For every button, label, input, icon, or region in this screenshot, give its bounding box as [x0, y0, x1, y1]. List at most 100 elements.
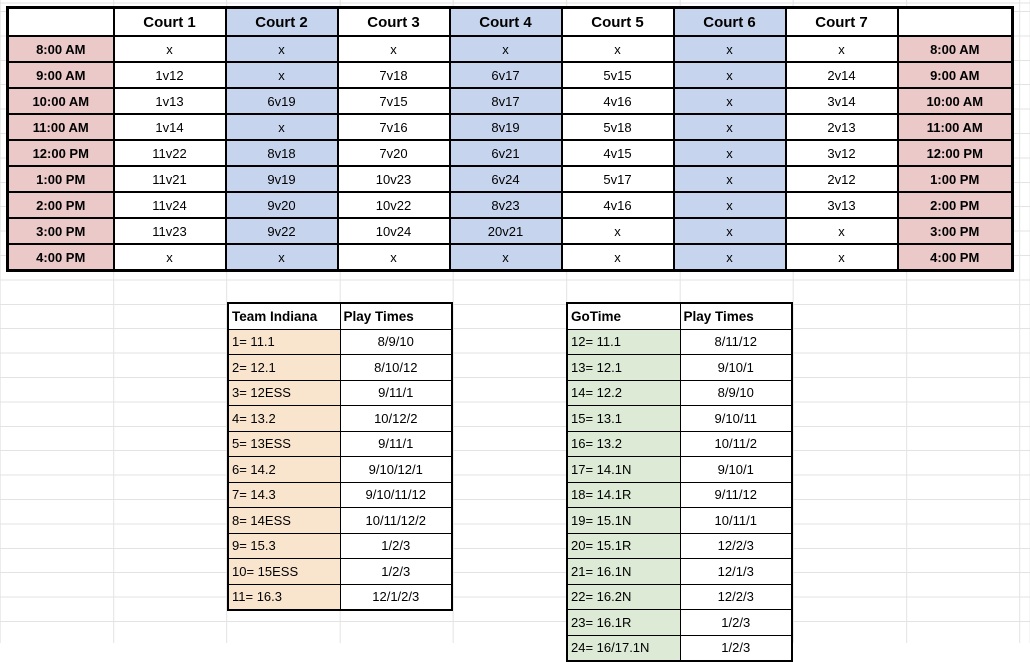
matchup-cell[interactable]: 1v13: [112, 87, 227, 115]
team-cell[interactable]: 20= 15.1R: [566, 532, 681, 559]
matchup-cell[interactable]: 6v21: [448, 139, 563, 167]
play-times-cell[interactable]: 12/1/3: [679, 558, 793, 585]
matchup-cell[interactable]: 11v21: [112, 165, 227, 193]
time-label-right[interactable]: 9:00 AM: [896, 61, 1014, 89]
matchup-cell[interactable]: x: [560, 35, 675, 63]
matchup-cell[interactable]: x: [784, 243, 899, 272]
time-label-left[interactable]: 11:00 AM: [6, 113, 115, 141]
time-label-right[interactable]: 10:00 AM: [896, 87, 1014, 115]
matchup-cell[interactable]: 2v13: [784, 113, 899, 141]
team-cell[interactable]: 19= 15.1N: [566, 507, 681, 534]
play-times-cell[interactable]: 9/10/11: [679, 405, 793, 432]
matchup-cell[interactable]: x: [672, 87, 787, 115]
court-header[interactable]: Court 6: [672, 6, 787, 37]
play-times-cell[interactable]: 10/12/2: [339, 405, 453, 432]
matchup-cell[interactable]: 7v16: [336, 113, 451, 141]
court-header[interactable]: Court 4: [448, 6, 563, 37]
matchup-cell[interactable]: 5v18: [560, 113, 675, 141]
team-cell[interactable]: 6= 14.2: [227, 456, 341, 483]
court-header[interactable]: Court 2: [224, 6, 339, 37]
matchup-cell[interactable]: 7v20: [336, 139, 451, 167]
matchup-cell[interactable]: 6v19: [224, 87, 339, 115]
team-cell[interactable]: 22= 16.2N: [566, 583, 681, 610]
play-times-cell[interactable]: 9/10/12/1: [339, 456, 453, 483]
play-times-cell[interactable]: 1/2/3: [339, 558, 453, 585]
matchup-cell[interactable]: x: [448, 35, 563, 63]
play-times-cell[interactable]: 12/2/3: [679, 532, 793, 559]
court-header[interactable]: Court 1: [112, 6, 227, 37]
matchup-cell[interactable]: 8v18: [224, 139, 339, 167]
play-times-header[interactable]: Play Times: [339, 302, 453, 330]
matchup-cell[interactable]: x: [336, 35, 451, 63]
time-label-left[interactable]: 2:00 PM: [6, 191, 115, 219]
matchup-cell[interactable]: x: [672, 165, 787, 193]
matchup-cell[interactable]: x: [672, 61, 787, 89]
matchup-cell[interactable]: 7v15: [336, 87, 451, 115]
play-times-cell[interactable]: 10/11/2: [679, 430, 793, 457]
time-label-left[interactable]: 8:00 AM: [6, 35, 115, 63]
team-cell[interactable]: 4= 13.2: [227, 405, 341, 432]
matchup-cell[interactable]: 11v24: [112, 191, 227, 219]
time-label-right[interactable]: 1:00 PM: [896, 165, 1014, 193]
matchup-cell[interactable]: x: [448, 243, 563, 272]
matchup-cell[interactable]: 10v22: [336, 191, 451, 219]
court-header[interactable]: Court 5: [560, 6, 675, 37]
matchup-cell[interactable]: x: [672, 139, 787, 167]
play-times-cell[interactable]: 1/2/3: [679, 609, 793, 636]
matchup-cell[interactable]: x: [672, 191, 787, 219]
play-times-cell[interactable]: 9/11/1: [339, 430, 453, 457]
matchup-cell[interactable]: 5v15: [560, 61, 675, 89]
play-times-cell[interactable]: 9/10/1: [679, 354, 793, 381]
matchup-cell[interactable]: 2v14: [784, 61, 899, 89]
matchup-cell[interactable]: 6v24: [448, 165, 563, 193]
team-cell[interactable]: 14= 12.2: [566, 379, 681, 406]
matchup-cell[interactable]: 10v24: [336, 217, 451, 245]
team-cell[interactable]: 1= 11.1: [227, 328, 341, 355]
matchup-cell[interactable]: x: [560, 243, 675, 272]
play-times-cell[interactable]: 9/10/11/12: [339, 481, 453, 508]
play-times-cell[interactable]: 12/2/3: [679, 583, 793, 610]
matchup-cell[interactable]: 9v22: [224, 217, 339, 245]
matchup-cell[interactable]: x: [672, 217, 787, 245]
matchup-cell[interactable]: 1v12: [112, 61, 227, 89]
team-cell[interactable]: 24= 16/17.1N: [566, 634, 681, 662]
team-cell[interactable]: 5= 13ESS: [227, 430, 341, 457]
matchup-cell[interactable]: 11v22: [112, 139, 227, 167]
team-cell[interactable]: 3= 12ESS: [227, 379, 341, 406]
matchup-cell[interactable]: 1v14: [112, 113, 227, 141]
time-label-left[interactable]: 3:00 PM: [6, 217, 115, 245]
time-label-right[interactable]: 8:00 AM: [896, 35, 1014, 63]
team-cell[interactable]: 18= 14.1R: [566, 481, 681, 508]
matchup-cell[interactable]: 5v17: [560, 165, 675, 193]
team-cell[interactable]: 13= 12.1: [566, 354, 681, 381]
matchup-cell[interactable]: 20v21: [448, 217, 563, 245]
gotime-title[interactable]: GoTime: [566, 302, 681, 330]
time-label-right[interactable]: 12:00 PM: [896, 139, 1014, 167]
matchup-cell[interactable]: 6v17: [448, 61, 563, 89]
play-times-cell[interactable]: 1/2/3: [339, 532, 453, 559]
team-cell[interactable]: 23= 16.1R: [566, 609, 681, 636]
team-cell[interactable]: 7= 14.3: [227, 481, 341, 508]
matchup-cell[interactable]: 4v15: [560, 139, 675, 167]
time-label-right[interactable]: 4:00 PM: [896, 243, 1014, 272]
matchup-cell[interactable]: 2v12: [784, 165, 899, 193]
matchup-cell[interactable]: 3v12: [784, 139, 899, 167]
play-times-cell[interactable]: 8/9/10: [339, 328, 453, 355]
team-cell[interactable]: 16= 13.2: [566, 430, 681, 457]
matchup-cell[interactable]: x: [672, 35, 787, 63]
play-times-header[interactable]: Play Times: [679, 302, 793, 330]
team-cell[interactable]: 8= 14ESS: [227, 507, 341, 534]
court-header[interactable]: Court 3: [336, 6, 451, 37]
empty-corner-cell[interactable]: [6, 6, 115, 37]
time-label-left[interactable]: 12:00 PM: [6, 139, 115, 167]
matchup-cell[interactable]: x: [224, 243, 339, 272]
empty-corner-cell[interactable]: [896, 6, 1014, 37]
matchup-cell[interactable]: 3v14: [784, 87, 899, 115]
matchup-cell[interactable]: 10v23: [336, 165, 451, 193]
time-label-right[interactable]: 3:00 PM: [896, 217, 1014, 245]
play-times-cell[interactable]: 9/11/1: [339, 379, 453, 406]
team-cell[interactable]: 12= 11.1: [566, 328, 681, 355]
matchup-cell[interactable]: x: [112, 35, 227, 63]
matchup-cell[interactable]: 4v16: [560, 87, 675, 115]
play-times-cell[interactable]: 8/11/12: [679, 328, 793, 355]
